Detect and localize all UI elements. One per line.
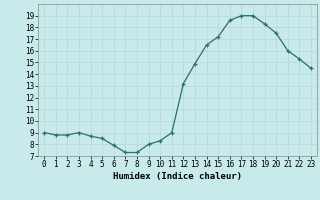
X-axis label: Humidex (Indice chaleur): Humidex (Indice chaleur): [113, 172, 242, 181]
